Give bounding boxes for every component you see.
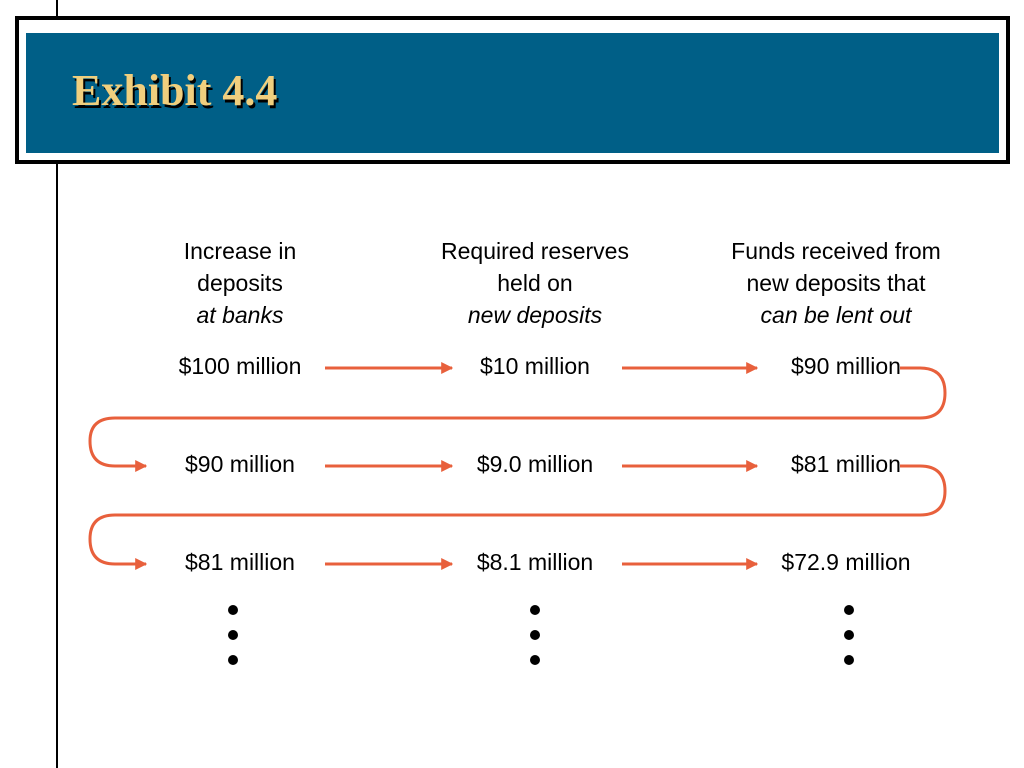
cell-value: $9.0 million bbox=[477, 451, 593, 477]
cell-value: $90 million bbox=[791, 353, 901, 379]
title-banner bbox=[24, 31, 1001, 155]
dot bbox=[530, 605, 540, 615]
cell-value: $10 million bbox=[480, 353, 590, 379]
cell-value: $81 million bbox=[185, 549, 295, 575]
return-arrow bbox=[88, 366, 947, 472]
cell-value: $72.9 million bbox=[781, 549, 910, 575]
cell-value: $81 million bbox=[791, 451, 901, 477]
dot bbox=[530, 655, 540, 665]
column-header-line: Required reserves bbox=[441, 238, 629, 264]
title: Exhibit 4.4 bbox=[72, 66, 277, 115]
arrows bbox=[88, 362, 947, 570]
dot bbox=[530, 630, 540, 640]
column-header-line: deposits bbox=[197, 270, 283, 296]
dot bbox=[228, 605, 238, 615]
cell-value: $8.1 million bbox=[477, 549, 593, 575]
column-header-line: Funds received from bbox=[731, 238, 941, 264]
dot bbox=[228, 655, 238, 665]
cell-value: $100 million bbox=[179, 353, 302, 379]
dot bbox=[844, 605, 854, 615]
title-shadow: Exhibit 4.4 bbox=[74, 69, 279, 118]
column-header-line: new deposits that bbox=[746, 270, 926, 296]
column-header-line: held on bbox=[497, 270, 572, 296]
cell-value: $90 million bbox=[185, 451, 295, 477]
dot bbox=[844, 630, 854, 640]
column-header-emphasis: new deposits bbox=[468, 302, 603, 328]
column-header-line: Increase in bbox=[184, 238, 297, 264]
column-header-emphasis: can be lent out bbox=[761, 302, 914, 328]
dot bbox=[228, 630, 238, 640]
dot bbox=[844, 655, 854, 665]
ellipsis-dots bbox=[228, 605, 854, 665]
column-header-emphasis: at banks bbox=[197, 302, 284, 328]
return-arrow bbox=[88, 464, 947, 570]
